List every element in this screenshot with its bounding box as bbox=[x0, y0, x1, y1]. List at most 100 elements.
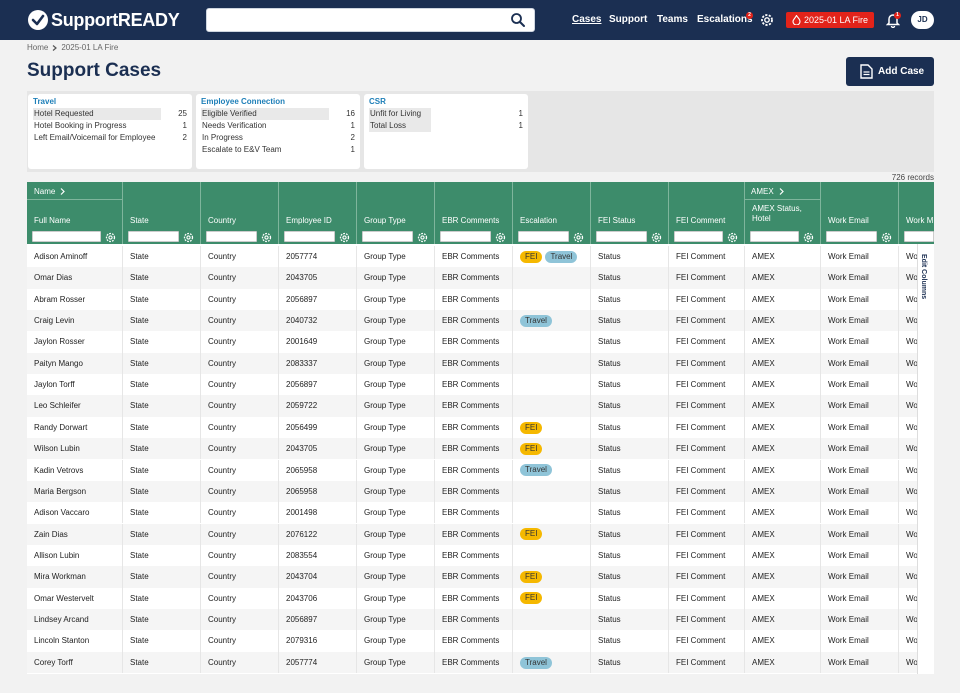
summary-row[interactable]: Needs Verification 1 bbox=[202, 121, 355, 130]
column-header-amex-status[interactable]: AMEX Status, Hotel bbox=[745, 182, 821, 244]
nav-teams[interactable]: Teams bbox=[657, 14, 688, 25]
search-icon[interactable] bbox=[510, 12, 526, 33]
cell-full-name[interactable]: Omar Westervelt bbox=[27, 587, 123, 609]
nav-escalations[interactable]: Escalations bbox=[697, 14, 753, 25]
filter-gear-icon[interactable] bbox=[183, 230, 194, 248]
table-row[interactable]: Kadin Vetrovs State Country 2065958 Group Ty… bbox=[27, 459, 918, 481]
summary-row[interactable]: Hotel Requested 25 bbox=[33, 108, 187, 120]
filter-gear-icon[interactable] bbox=[495, 230, 506, 248]
breadcrumb-current[interactable]: 2025-01 LA Fire bbox=[61, 43, 119, 52]
amex-group-header[interactable]: AMEX bbox=[751, 187, 784, 196]
travel-pill[interactable]: Travel bbox=[520, 464, 552, 477]
cell-full-name[interactable]: Adison Vaccaro bbox=[27, 502, 123, 524]
travel-pill[interactable]: Travel bbox=[520, 314, 552, 327]
filter-gear-icon[interactable] bbox=[881, 230, 892, 248]
column-header-ebr-comments[interactable]: EBR Comments bbox=[435, 182, 513, 244]
column-filter-input[interactable] bbox=[206, 231, 257, 242]
filter-gear-icon[interactable] bbox=[651, 230, 662, 248]
table-row[interactable]: Corey Torff State Country 2057774 Group Type… bbox=[27, 651, 918, 673]
column-header-country[interactable]: Country bbox=[201, 182, 279, 244]
column-header-state[interactable]: State bbox=[123, 182, 201, 244]
column-filter-input[interactable] bbox=[750, 231, 799, 242]
table-row[interactable]: Wilson Lubin State Country 2043705 Group Typ… bbox=[27, 438, 918, 460]
travel-pill[interactable]: Travel bbox=[545, 250, 578, 263]
summary-row[interactable]: Left Email/Voicemail for Employee 2 bbox=[34, 133, 187, 142]
column-header-group-type[interactable]: Group Type bbox=[357, 182, 435, 244]
cell-full-name[interactable]: Allison Lubin bbox=[27, 544, 123, 567]
summary-row[interactable]: Unfit for Living 1 bbox=[369, 108, 523, 120]
brand-logo[interactable]: SupportREADY bbox=[28, 9, 180, 31]
cell-full-name[interactable]: Jaylon Rosser bbox=[27, 331, 123, 353]
column-filter-input[interactable] bbox=[362, 231, 413, 242]
breadcrumb-home[interactable]: Home bbox=[27, 43, 49, 52]
cell-full-name[interactable]: Paityn Mango bbox=[27, 352, 123, 375]
settings-gear-icon[interactable] bbox=[759, 12, 775, 33]
table-row[interactable]: Adison Aminoff State Country 2057774 Group T… bbox=[27, 246, 918, 268]
cell-full-name[interactable]: Mira Workman bbox=[27, 566, 123, 588]
column-header-employee-id[interactable]: Employee ID bbox=[279, 182, 357, 244]
table-row[interactable]: Randy Dorwart State Country 2056499 Group Ty… bbox=[27, 416, 918, 439]
filter-gear-icon[interactable] bbox=[339, 230, 350, 248]
cell-full-name[interactable]: Kadin Vetrovs bbox=[27, 459, 123, 481]
filter-gear-icon[interactable] bbox=[105, 230, 116, 248]
filter-gear-icon[interactable] bbox=[573, 230, 584, 248]
search-input[interactable] bbox=[207, 9, 497, 31]
event-selector-button[interactable]: 2025-01 LA Fire bbox=[786, 12, 874, 28]
cell-full-name[interactable]: Lincoln Stanton bbox=[27, 630, 123, 652]
cell-full-name[interactable]: Omar Dias bbox=[27, 267, 123, 289]
table-row[interactable]: Adison Vaccaro State Country 2001498 Group T… bbox=[27, 502, 918, 524]
column-filter-input[interactable] bbox=[128, 231, 179, 242]
table-row[interactable]: Jaylon Torff State Country 2056897 Group Typ… bbox=[27, 374, 918, 396]
summary-row[interactable]: Total Loss 1 bbox=[369, 120, 523, 132]
cell-full-name[interactable]: Adison Aminoff bbox=[27, 246, 123, 268]
column-header-full-name[interactable]: Full Name bbox=[27, 182, 123, 244]
column-header-fei-comment[interactable]: FEI Comment bbox=[669, 182, 745, 244]
filter-gear-icon[interactable] bbox=[727, 230, 738, 248]
user-avatar[interactable]: JD bbox=[911, 11, 934, 29]
column-filter-input[interactable] bbox=[904, 231, 934, 242]
table-row[interactable]: Zain Dias State Country 2076122 Group Type EB… bbox=[27, 523, 918, 545]
cell-full-name[interactable]: Abram Rosser bbox=[27, 288, 123, 310]
cell-full-name[interactable]: Maria Bergson bbox=[27, 480, 123, 503]
table-row[interactable]: Omar Dias State Country 2043705 Group Type EB… bbox=[27, 267, 918, 289]
column-filter-input[interactable] bbox=[826, 231, 877, 242]
column-filter-input[interactable] bbox=[284, 231, 335, 242]
column-filter-input[interactable] bbox=[674, 231, 723, 242]
filter-gear-icon[interactable] bbox=[803, 230, 814, 248]
summary-row[interactable]: Hotel Booking in Progress 1 bbox=[34, 121, 187, 130]
cell-full-name[interactable]: Jaylon Torff bbox=[27, 374, 123, 396]
filter-gear-icon[interactable] bbox=[261, 230, 272, 248]
table-row[interactable]: Lindsey Arcand State Country 2056897 Group T… bbox=[27, 608, 918, 631]
cell-full-name[interactable]: Wilson Lubin bbox=[27, 438, 123, 460]
name-group-header[interactable]: Name bbox=[34, 187, 66, 196]
cell-full-name[interactable]: Leo Schleifer bbox=[27, 395, 123, 417]
table-row[interactable]: Allison Lubin State Country 2083554 Group Ty… bbox=[27, 544, 918, 567]
column-header-work-m[interactable]: Work M bbox=[899, 182, 934, 244]
travel-pill[interactable]: Travel bbox=[520, 656, 552, 669]
column-filter-input[interactable] bbox=[518, 231, 569, 242]
cell-full-name[interactable]: Randy Dorwart bbox=[27, 416, 123, 439]
column-header-escalation[interactable]: Escalation bbox=[513, 182, 591, 244]
table-row[interactable]: Jaylon Rosser State Country 2001649 Group Ty… bbox=[27, 331, 918, 353]
summary-row[interactable]: In Progress 2 bbox=[202, 133, 355, 142]
nav-cases[interactable]: Cases bbox=[572, 14, 602, 25]
fei-pill[interactable]: FEI bbox=[520, 528, 543, 541]
fei-pill[interactable]: FEI bbox=[520, 443, 543, 456]
column-header-work-email[interactable]: Work Email bbox=[821, 182, 899, 244]
table-row[interactable]: Mira Workman State Country 2043704 Group Typ… bbox=[27, 566, 918, 588]
cell-full-name[interactable]: Lindsey Arcand bbox=[27, 608, 123, 631]
table-row[interactable]: Paityn Mango State Country 2083337 Group Typ… bbox=[27, 352, 918, 375]
column-filter-input[interactable] bbox=[596, 231, 647, 242]
table-row[interactable]: Leo Schleifer State Country 2059722 Group Ty… bbox=[27, 395, 918, 417]
summary-row[interactable]: Eligible Verified 16 bbox=[201, 108, 355, 120]
table-row[interactable]: Craig Levin State Country 2040732 Group Type… bbox=[27, 310, 918, 332]
table-row[interactable]: Abram Rosser State Country 2056897 Group Typ… bbox=[27, 288, 918, 310]
column-filter-input[interactable] bbox=[440, 231, 491, 242]
table-row[interactable]: Maria Bergson State Country 2065958 Group Ty… bbox=[27, 480, 918, 503]
cell-full-name[interactable]: Corey Torff bbox=[27, 651, 123, 673]
fei-pill[interactable]: FEI bbox=[520, 250, 543, 263]
nav-support[interactable]: Support bbox=[609, 14, 648, 25]
column-header-fei-status[interactable]: FEI Status bbox=[591, 182, 669, 244]
summary-row[interactable]: Escalate to E&V Team 1 bbox=[202, 145, 355, 154]
fei-pill[interactable]: FEI bbox=[520, 571, 543, 584]
